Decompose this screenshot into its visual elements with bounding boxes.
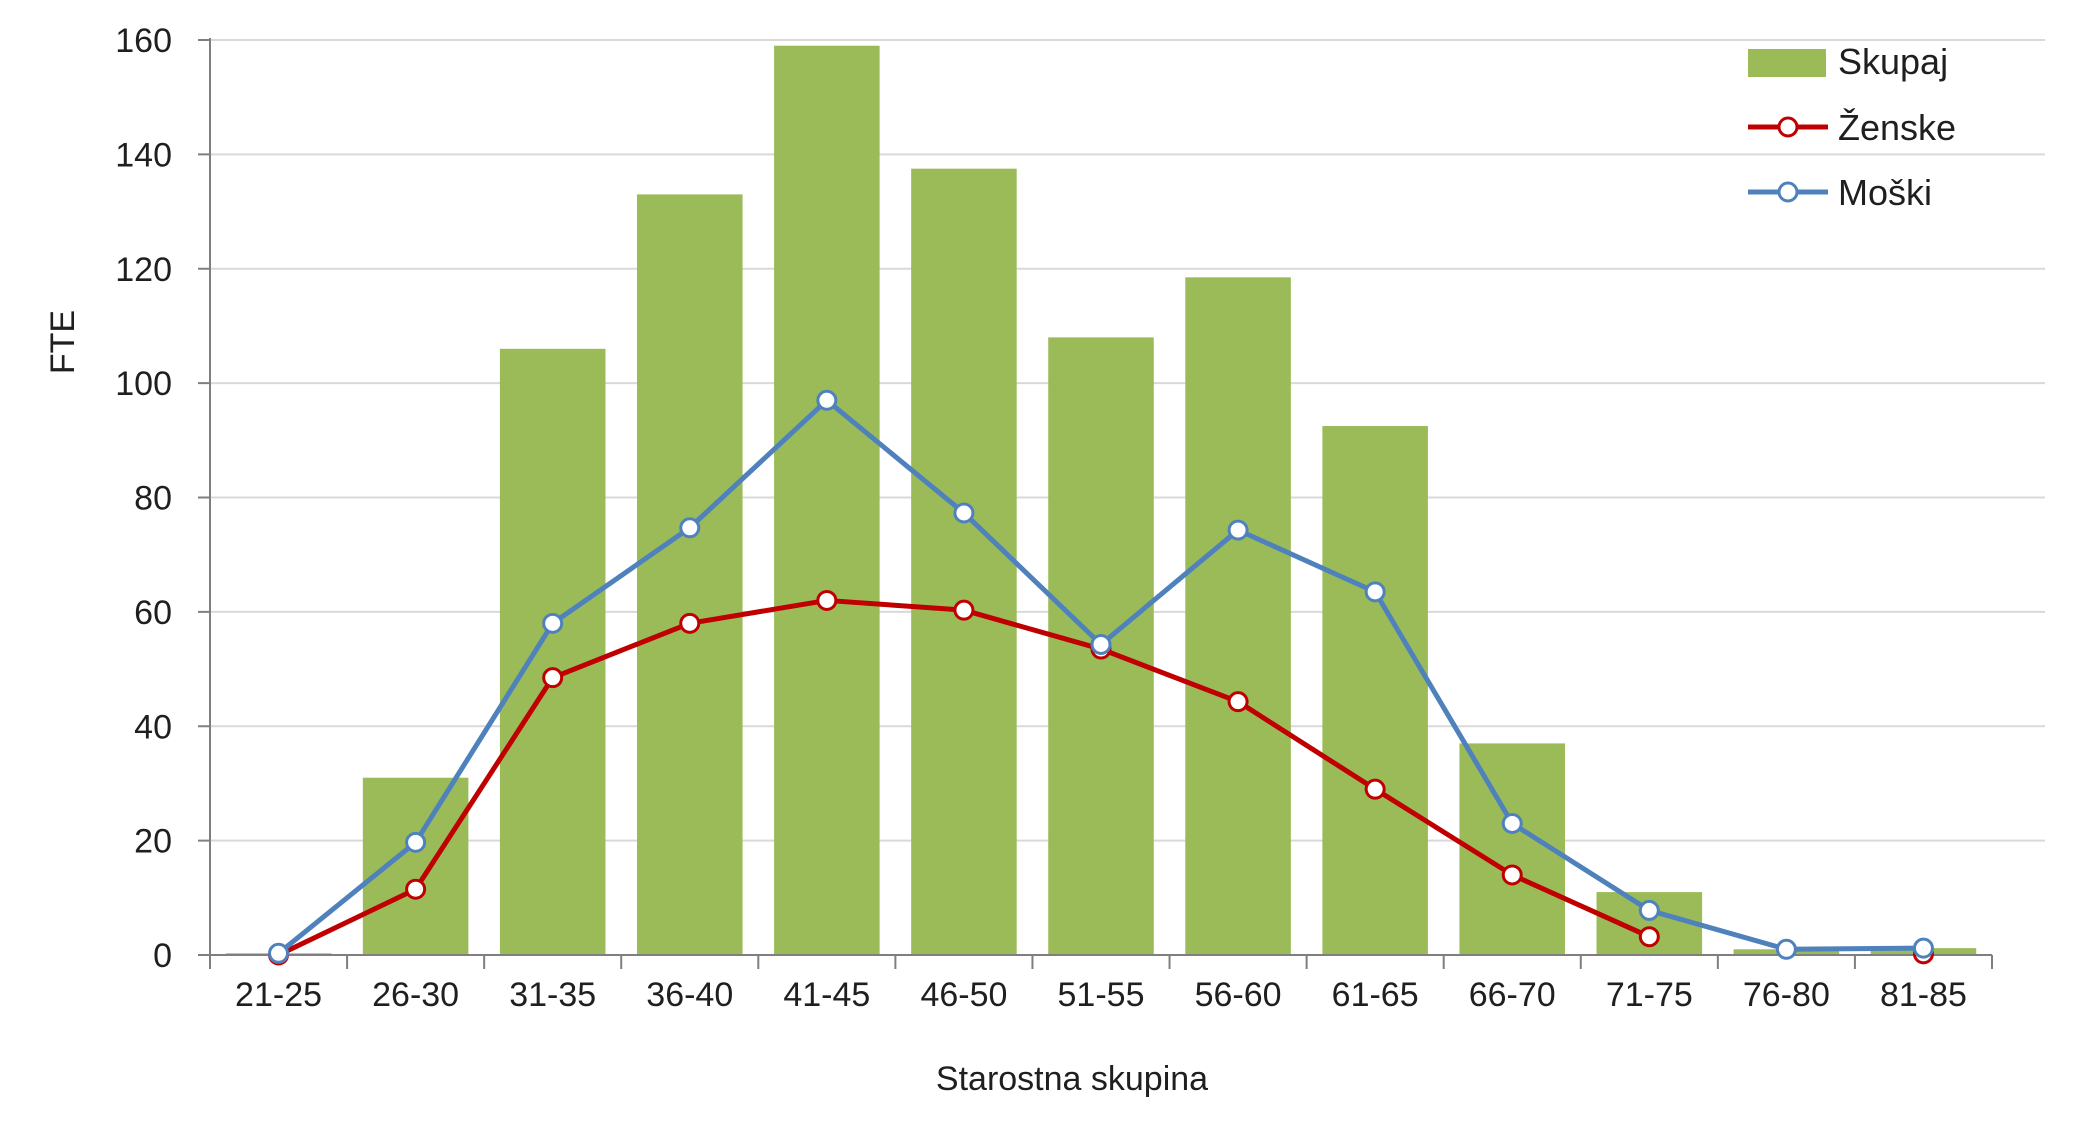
x-axis-title: Starostna skupina xyxy=(936,1060,1208,1098)
legend-swatch-skupaj xyxy=(1748,49,1826,77)
y-tick-label-40: 40 xyxy=(134,708,172,746)
bar-skupaj-31-35 xyxy=(499,348,606,955)
legend-label-moski: Moški xyxy=(1838,172,1932,213)
point-zenske-31-35 xyxy=(542,667,564,689)
lines xyxy=(268,389,1934,966)
x-tick-label-56-60: 56-60 xyxy=(1195,976,1282,1014)
point-moski-76-80 xyxy=(1775,938,1797,960)
y-tick-label-160: 160 xyxy=(115,22,172,60)
point-moski-21-25 xyxy=(268,942,290,964)
point-moski-66-70 xyxy=(1501,812,1523,834)
x-tick-label-81-85: 81-85 xyxy=(1880,976,1967,1014)
legend: Skupaj Ženske Moški xyxy=(1748,41,1956,213)
legend-label-skupaj: Skupaj xyxy=(1838,41,1948,82)
bar-skupaj-26-30 xyxy=(362,777,469,955)
bar-skupaj-46-50 xyxy=(911,168,1017,955)
y-tick-label-0: 0 xyxy=(153,937,172,975)
bars xyxy=(225,45,1977,955)
point-moski-41-45 xyxy=(816,389,838,411)
y-axis-title: FTE xyxy=(44,310,82,374)
point-zenske-71-75 xyxy=(1638,926,1660,948)
y-tick-label-140: 140 xyxy=(115,136,172,174)
point-moski-81-85 xyxy=(1912,937,1934,959)
point-moski-56-60 xyxy=(1227,519,1249,541)
point-moski-31-35 xyxy=(542,612,564,634)
x-tick-label-36-40: 36-40 xyxy=(646,976,733,1014)
legend-marker-zenske xyxy=(1777,116,1799,138)
x-tick-label-61-65: 61-65 xyxy=(1332,976,1419,1014)
point-moski-36-40 xyxy=(679,517,701,539)
point-zenske-66-70 xyxy=(1501,864,1523,886)
point-zenske-26-30 xyxy=(405,878,427,900)
y-tick-label-120: 120 xyxy=(115,251,172,289)
x-tick-label-41-45: 41-45 xyxy=(783,976,870,1014)
tick-labels: 0 20 40 60 80 100 120 140 160 21-25 26-30 31-35 36-4… xyxy=(115,22,1967,1014)
point-zenske-36-40 xyxy=(679,612,701,634)
x-tick-label-71-75: 71-75 xyxy=(1606,976,1693,1014)
bar-skupaj-61-65 xyxy=(1322,426,1428,955)
point-moski-51-55 xyxy=(1090,633,1112,655)
point-zenske-61-65 xyxy=(1364,778,1386,800)
bar-skupaj-56-60 xyxy=(1185,277,1291,955)
point-moski-61-65 xyxy=(1364,581,1386,603)
point-moski-46-50 xyxy=(953,502,975,524)
legend-label-zenske: Ženske xyxy=(1838,107,1956,148)
x-tick-label-66-70: 66-70 xyxy=(1469,976,1556,1014)
bar-skupaj-66-70 xyxy=(1459,743,1566,955)
point-zenske-46-50 xyxy=(953,599,975,621)
x-tick-label-21-25: 21-25 xyxy=(235,976,322,1014)
y-tick-label-100: 100 xyxy=(115,365,172,403)
point-zenske-56-60 xyxy=(1227,691,1249,713)
legend-marker-moski xyxy=(1777,181,1799,203)
x-tick-label-76-80: 76-80 xyxy=(1743,976,1830,1014)
point-zenske-41-45 xyxy=(816,589,838,611)
x-tick-label-26-30: 26-30 xyxy=(372,976,459,1014)
bar-skupaj-41-45 xyxy=(774,45,880,955)
point-moski-26-30 xyxy=(405,831,427,853)
x-tick-label-51-55: 51-55 xyxy=(1058,976,1145,1014)
axes xyxy=(198,38,1993,969)
point-moski-71-75 xyxy=(1638,899,1660,921)
y-tick-label-20: 20 xyxy=(134,823,172,861)
bar-skupaj-36-40 xyxy=(636,194,743,955)
x-tick-label-31-35: 31-35 xyxy=(509,976,596,1014)
x-tick-label-46-50: 46-50 xyxy=(920,976,1007,1014)
y-tick-label-80: 80 xyxy=(134,480,172,518)
y-tick-label-60: 60 xyxy=(134,594,172,632)
